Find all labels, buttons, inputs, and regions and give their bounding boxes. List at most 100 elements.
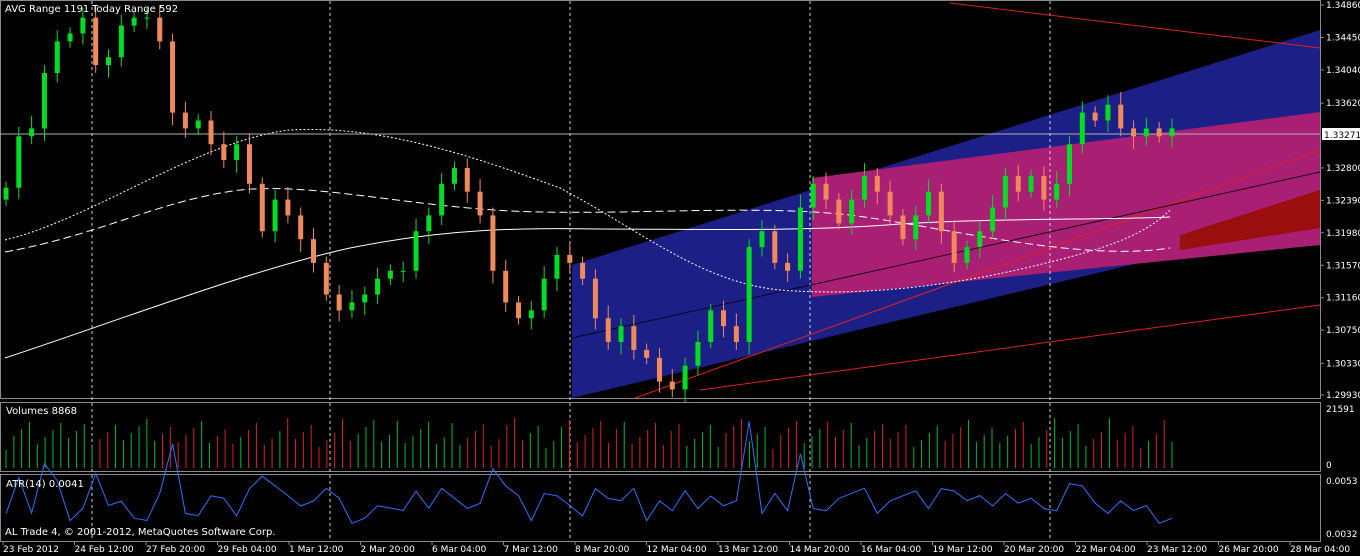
- candle-body: [592, 278, 598, 319]
- volume-max-tick: 21591: [1326, 405, 1355, 415]
- ma-dashed: [4, 188, 1171, 253]
- candle-body: [669, 381, 675, 390]
- atr-min-tick: 0.0032: [1326, 530, 1358, 540]
- today-range-label: Today Range 592: [91, 4, 178, 15]
- candle-body: [80, 17, 86, 34]
- current-price-value: 1.33271: [1324, 131, 1360, 141]
- candle-body: [67, 33, 73, 42]
- candle-body: [528, 310, 534, 319]
- candle-body: [246, 144, 252, 184]
- candle-body: [567, 254, 573, 263]
- price-tick-label: 1.29930: [1326, 391, 1360, 401]
- candle-body: [516, 302, 522, 319]
- avg-range-label: AVG Range 1191: [5, 4, 89, 15]
- candle-body: [964, 247, 970, 263]
- candle-body: [1079, 112, 1085, 145]
- trendline-top: [949, 2, 1321, 49]
- price-tick-label: 1.31980: [1326, 229, 1360, 239]
- candle-body: [375, 278, 381, 295]
- candle-body: [54, 41, 60, 74]
- price-tick-label: 1.32390: [1326, 196, 1360, 206]
- candle-body: [144, 17, 150, 19]
- atr-panel-frame: [0, 474, 1321, 542]
- moving-averages: [4, 128, 1171, 359]
- candle-body: [938, 191, 944, 232]
- candle-body: [1015, 175, 1021, 192]
- regression-midline: [571, 171, 1321, 339]
- candle-body: [118, 25, 124, 58]
- candle-body: [656, 357, 662, 382]
- candle-body: [1054, 183, 1060, 200]
- candle-body: [349, 302, 355, 311]
- candle-body: [900, 215, 906, 240]
- time-tick-label: 22 Mar 04:00: [1076, 545, 1136, 555]
- time-tick-label: 28 Mar 04:00: [1290, 545, 1350, 555]
- candle-body: [759, 231, 765, 248]
- time-tick-label: 8 Mar 20:00: [575, 545, 630, 555]
- price-tick-label: 1.30750: [1326, 326, 1360, 336]
- volume-title: Volumes 8868: [6, 406, 77, 417]
- candle-body: [170, 41, 176, 113]
- candle-body: [490, 215, 496, 271]
- candle-body: [208, 120, 214, 145]
- candle-body: [272, 199, 278, 232]
- candle-body: [861, 175, 867, 200]
- time-tick-label: 12 Mar 04:00: [647, 545, 707, 555]
- price-tick-label: 1.34040: [1326, 66, 1360, 76]
- copyright-text: AL Trade 4, © 2001-2012, MetaQuotes Soft…: [5, 527, 276, 538]
- price-tick-label: 1.34860: [1326, 1, 1360, 11]
- current-price-tag: 1.33271: [1322, 128, 1360, 141]
- candle-body: [926, 191, 932, 216]
- time-tick-label: 23 Feb 2012: [3, 545, 59, 555]
- candle-body: [464, 167, 470, 192]
- candle-body: [285, 199, 291, 216]
- candle-body: [823, 183, 829, 200]
- price-axis: 1.34860 1.34450 1.34040 1.33620 1.32800 1.323…: [1320, 1, 1360, 401]
- candle-body: [1002, 175, 1008, 208]
- time-tick-label: 16 Mar 04:00: [861, 545, 921, 555]
- candle-body: [605, 318, 611, 342]
- channel-core: [812, 150, 1320, 297]
- candle-body: [311, 239, 317, 263]
- time-tick-label: 23 Mar 12:00: [1147, 545, 1207, 555]
- ma-slow: [4, 216, 1171, 359]
- candle-body: [721, 310, 727, 327]
- candle-body: [810, 183, 816, 208]
- candle-body: [1092, 112, 1098, 121]
- candle-body: [413, 231, 419, 271]
- atr-max-tick: 0.0053: [1326, 477, 1358, 487]
- candle-body: [797, 207, 803, 271]
- candle-body: [1143, 128, 1149, 137]
- candle-body: [259, 183, 265, 232]
- atr-line: [5, 421, 1173, 524]
- price-tick-label: 1.34450: [1326, 33, 1360, 43]
- candle-body: [541, 278, 547, 311]
- volume-min-tick: 0: [1326, 461, 1332, 471]
- time-tick-label: 27 Feb 20:00: [146, 545, 205, 555]
- time-tick-label: 2 Mar 20:00: [361, 545, 416, 555]
- candle-body: [1066, 144, 1072, 184]
- candle-body: [618, 326, 624, 342]
- candle-body: [362, 294, 368, 303]
- candle-body: [195, 120, 201, 129]
- candle-body: [29, 128, 35, 137]
- candle-body: [439, 183, 445, 216]
- candle-body: [695, 341, 701, 366]
- candle-body: [874, 175, 880, 192]
- candle-body: [221, 144, 227, 161]
- time-tick-label: 26 Mar 20:00: [1219, 545, 1279, 555]
- candle-body: [580, 262, 586, 279]
- candle-body: [336, 294, 342, 311]
- candle-body: [93, 17, 99, 66]
- candle-body: [990, 207, 996, 232]
- time-tick-label: 7 Mar 12:00: [504, 545, 559, 555]
- candle-body: [400, 270, 406, 272]
- candle-body: [3, 187, 9, 200]
- candle-body: [785, 262, 791, 271]
- candle-body: [182, 112, 188, 129]
- price-panel-frame: [0, 0, 1321, 399]
- candle-body: [1118, 104, 1124, 129]
- ma-dotted: [4, 128, 1171, 293]
- time-tick-label: 13 Mar 12:00: [718, 545, 778, 555]
